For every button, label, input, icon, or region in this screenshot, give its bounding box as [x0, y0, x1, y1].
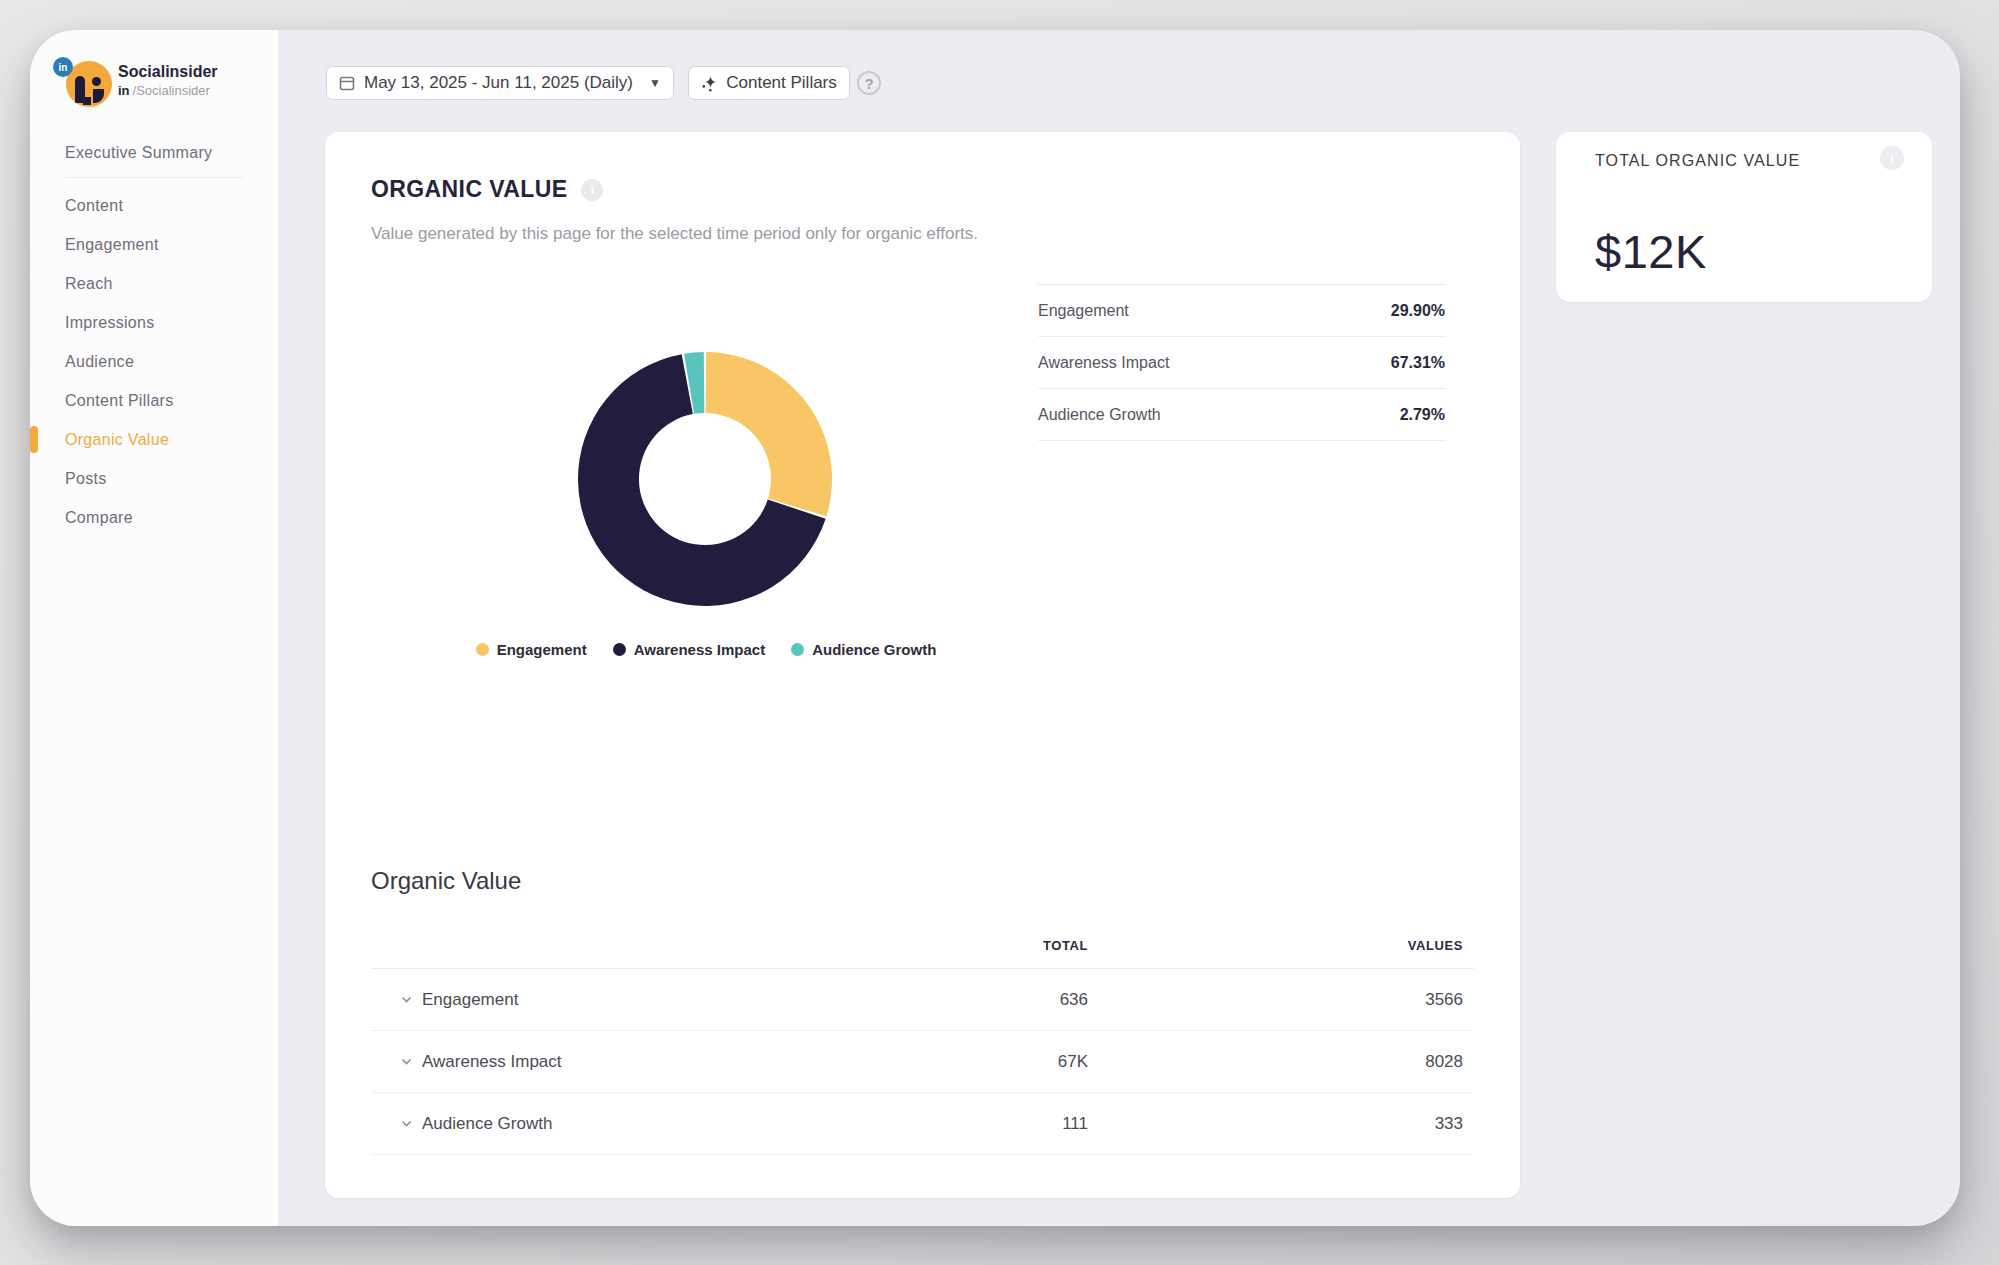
date-range-selector[interactable]: May 13, 2025 - Jun 11, 2025 (Daily) ▼	[326, 66, 674, 100]
total-organic-value-card: TOTAL ORGANIC VALUE i $12K	[1556, 132, 1932, 302]
organic-value-table: TOTAL VALUES Engagement 636 3566 Awarene…	[371, 922, 1474, 1155]
row-value: 2.79%	[1400, 406, 1445, 424]
profile-logo[interactable]: in	[66, 61, 112, 107]
calendar-icon	[339, 75, 355, 91]
info-icon[interactable]: i	[1880, 146, 1904, 170]
content-pillars-button[interactable]: Content Pillars	[688, 66, 850, 100]
row-label: Awareness Impact	[422, 1052, 562, 1072]
sidebar-item-content[interactable]: Content	[30, 186, 278, 225]
legend-dot-audience-growth	[791, 643, 804, 656]
sidebar-item-reach[interactable]: Reach	[30, 264, 278, 303]
page-title: ORGANIC VALUE	[371, 176, 567, 203]
column-header-total: TOTAL	[838, 938, 1088, 953]
legend-label: Audience Growth	[812, 641, 936, 658]
legend-item-audience-growth[interactable]: Audience Growth	[791, 641, 936, 658]
sparkles-icon	[701, 75, 718, 92]
row-total: 67K	[838, 1052, 1088, 1072]
content-pillars-label: Content Pillars	[726, 73, 837, 93]
help-icon: ?	[864, 75, 873, 92]
organic-value-donut-chart[interactable]	[550, 324, 860, 634]
sidebar-item-content-pillars[interactable]: Content Pillars	[30, 381, 278, 420]
column-header-values: VALUES	[1088, 938, 1474, 953]
sidebar-item-compare[interactable]: Compare	[30, 498, 278, 537]
chevron-down-icon[interactable]	[400, 1055, 413, 1068]
info-icon[interactable]: i	[581, 179, 603, 201]
sidebar-divider	[65, 177, 243, 178]
row-label: Audience Growth	[1038, 406, 1161, 424]
date-range-label: May 13, 2025 - Jun 11, 2025 (Daily)	[364, 73, 633, 93]
sidebar-item-organic-value[interactable]: Organic Value	[30, 420, 278, 459]
total-organic-value: $12K	[1595, 224, 1707, 279]
total-card-title: TOTAL ORGANIC VALUE	[1595, 152, 1800, 170]
page-subtitle: Value generated by this page for the sel…	[371, 224, 978, 244]
organic-value-card: ORGANIC VALUE i Value generated by this …	[325, 132, 1520, 1198]
chart-legend: Engagement Awareness Impact Audience Gro…	[325, 641, 1087, 658]
table-row[interactable]: Audience Growth 111 333	[371, 1093, 1474, 1155]
table-row: Engagement 29.90%	[1038, 285, 1445, 337]
table-header-row: TOTAL VALUES	[371, 922, 1474, 969]
sidebar-item-audience[interactable]: Audience	[30, 342, 278, 381]
legend-item-engagement[interactable]: Engagement	[476, 641, 587, 658]
app-container: in Socialinsider in/Socialinsider Execut…	[30, 30, 1960, 1226]
sidebar: in Socialinsider in/Socialinsider Execut…	[30, 30, 278, 1226]
legend-label: Awareness Impact	[634, 641, 765, 658]
table-row[interactable]: Awareness Impact 67K 8028	[371, 1031, 1474, 1093]
legend-dot-engagement	[476, 643, 489, 656]
table-row[interactable]: Engagement 636 3566	[371, 969, 1474, 1031]
legend-dot-awareness-impact	[613, 643, 626, 656]
sidebar-item-executive-summary[interactable]: Executive Summary	[30, 133, 278, 172]
row-label: Audience Growth	[422, 1114, 552, 1134]
legend-label: Engagement	[497, 641, 587, 658]
row-label: Engagement	[422, 990, 518, 1010]
help-button[interactable]: ?	[857, 71, 881, 95]
table-row: Audience Growth 2.79%	[1038, 389, 1445, 441]
chevron-down-icon[interactable]	[400, 1117, 413, 1130]
row-label: Awareness Impact	[1038, 354, 1169, 372]
sidebar-item-engagement[interactable]: Engagement	[30, 225, 278, 264]
chevron-down-icon: ▼	[649, 76, 661, 90]
linkedin-badge-icon: in	[53, 57, 73, 77]
row-value: 67.31%	[1391, 354, 1445, 372]
sidebar-nav: Executive Summary Content Engagement Rea…	[30, 133, 278, 537]
sidebar-item-impressions[interactable]: Impressions	[30, 303, 278, 342]
row-values: 8028	[1088, 1052, 1474, 1072]
section-title: Organic Value	[371, 867, 521, 895]
row-values: 333	[1088, 1114, 1474, 1134]
legend-item-awareness-impact[interactable]: Awareness Impact	[613, 641, 765, 658]
profile-handle: in/Socialinsider	[118, 83, 210, 98]
row-total: 111	[838, 1114, 1088, 1134]
profile-name: Socialinsider	[118, 63, 218, 81]
row-total: 636	[838, 990, 1088, 1010]
table-row: Awareness Impact 67.31%	[1038, 337, 1445, 389]
row-value: 29.90%	[1391, 302, 1445, 320]
percentage-table: Engagement 29.90% Awareness Impact 67.31…	[1038, 284, 1445, 441]
chevron-down-icon[interactable]	[400, 993, 413, 1006]
row-values: 3566	[1088, 990, 1474, 1010]
sidebar-item-posts[interactable]: Posts	[30, 459, 278, 498]
row-label: Engagement	[1038, 302, 1129, 320]
